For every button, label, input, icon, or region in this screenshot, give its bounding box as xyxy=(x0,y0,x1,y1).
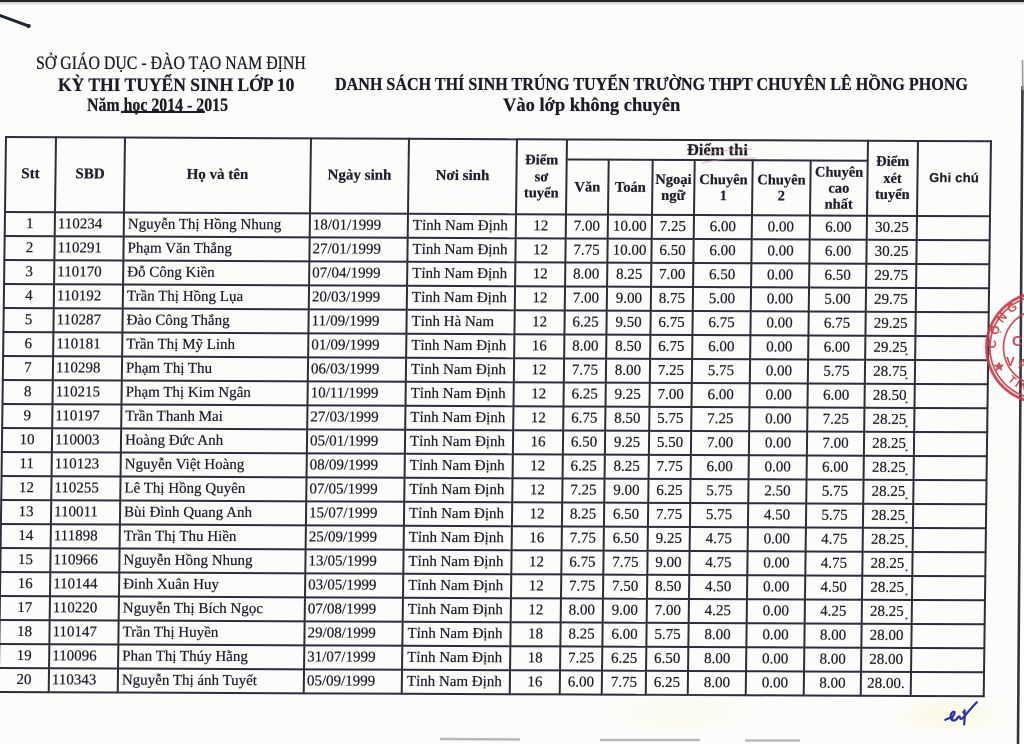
svg-text:TỈNH N: TỈNH N xyxy=(0,0,1024,398)
svg-text:V: V xyxy=(1006,354,1015,369)
svg-text:C: C xyxy=(1012,333,1023,350)
svg-text:A: A xyxy=(1018,356,1024,371)
